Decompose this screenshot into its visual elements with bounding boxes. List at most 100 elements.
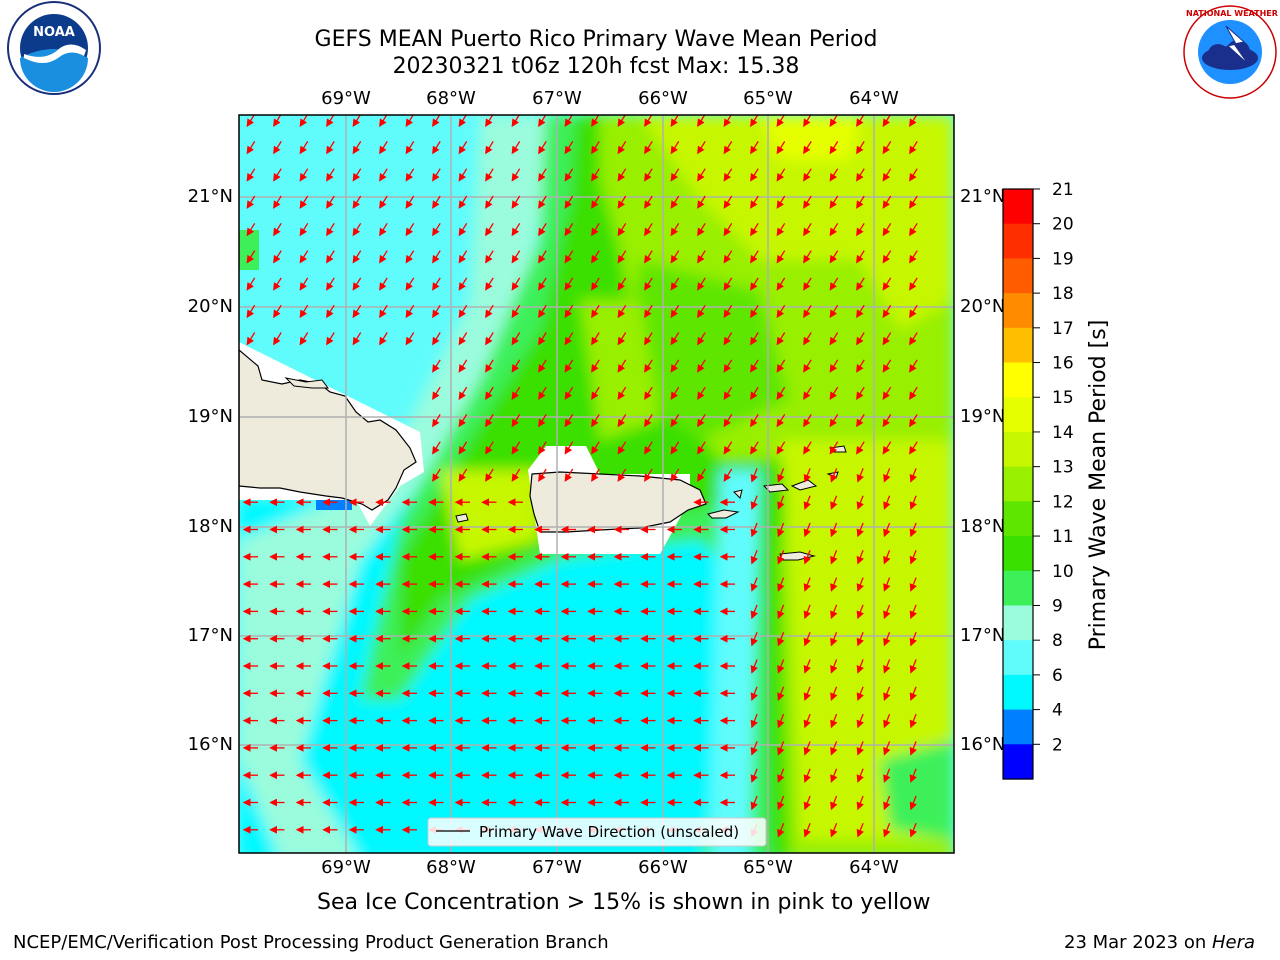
colorbar-tick-label: 2 [1052, 735, 1063, 755]
wave-direction-arrow [405, 115, 414, 128]
wave-direction-arrow [723, 195, 733, 209]
wave-direction-arrow [379, 250, 388, 264]
wave-direction-arrow [723, 414, 733, 428]
wave-direction-arrow [432, 195, 441, 209]
wave-direction-arrow [538, 195, 547, 209]
wave-direction-arrow [379, 141, 388, 155]
wave-direction-arrow [538, 386, 547, 401]
wave-direction-arrow [829, 332, 839, 346]
map-field [239, 115, 954, 853]
wave-direction-arrow [591, 115, 600, 128]
wave-direction-arrow [564, 115, 573, 128]
wave-direction-arrow [909, 823, 917, 838]
wave-direction-arrow [856, 768, 864, 783]
wave-direction-arrow [697, 304, 706, 319]
wave-direction-arrow [432, 115, 441, 128]
wave-direction-arrow [830, 604, 838, 620]
wave-direction-arrow [830, 741, 838, 756]
wave-direction-arrow [882, 386, 892, 401]
wave-direction-arrow [750, 115, 759, 128]
wave-direction-arrow [405, 195, 415, 209]
lon-label-top: 67°W [532, 88, 582, 109]
wave-direction-arrow [458, 222, 468, 237]
wave-direction-arrow [352, 304, 362, 319]
lat-label-right: 19°N [960, 406, 1006, 427]
lat-label-right: 17°N [960, 625, 1006, 646]
wave-direction-arrow [909, 468, 917, 483]
wave-direction-arrow [670, 468, 680, 482]
wave-direction-arrow [591, 468, 600, 482]
wave-direction-arrow [777, 604, 785, 620]
wave-direction-arrow [883, 741, 891, 756]
lon-label-top: 65°W [743, 88, 793, 109]
wave-direction-arrow [352, 250, 362, 264]
wave-direction-arrow [882, 141, 892, 155]
wave-direction-arrow [803, 304, 812, 319]
colorbar-tick-label: 17 [1052, 319, 1074, 339]
wave-direction-arrow [750, 495, 758, 510]
wave-direction-arrow [432, 332, 441, 346]
wave-direction-arrow [723, 386, 733, 401]
wave-direction-arrow [909, 222, 918, 237]
wave-direction-arrow [564, 195, 574, 209]
wave-direction-arrow [776, 250, 786, 264]
wave-direction-arrow [776, 277, 786, 291]
colorbar-cell [1003, 362, 1033, 398]
wave-direction-arrow [246, 250, 256, 264]
wave-direction-arrow [432, 468, 441, 482]
wave-direction-arrow [458, 386, 468, 401]
wave-direction-arrow [883, 495, 891, 510]
wave-direction-arrow [617, 168, 627, 182]
wave-direction-arrow [776, 195, 786, 209]
wave-direction-arrow [882, 332, 892, 346]
wave-direction-arrow [777, 468, 785, 483]
lon-label-bottom: 66°W [638, 857, 688, 878]
wave-direction-arrow [883, 659, 891, 674]
wave-direction-arrow [909, 795, 917, 811]
wave-direction-arrow [803, 250, 812, 264]
wave-direction-arrow [883, 768, 891, 783]
colorbar-tick-label: 4 [1052, 701, 1063, 721]
wave-direction-arrow [723, 250, 733, 264]
wave-direction-arrow [326, 304, 335, 319]
wave-direction-arrow [670, 222, 680, 237]
wave-direction-arrow [617, 359, 627, 373]
wave-direction-arrow [299, 250, 309, 264]
wave-direction-arrow [829, 168, 839, 182]
wave-direction-arrow [803, 441, 812, 455]
wave-direction-arrow [883, 468, 891, 483]
wave-direction-arrow [485, 414, 494, 428]
wave-direction-arrow [617, 386, 627, 401]
wave-direction-arrow [644, 141, 653, 155]
wave-direction-arrow [697, 141, 706, 155]
wave-direction-arrow [670, 441, 680, 455]
wave-direction-arrow [776, 414, 786, 428]
wave-direction-arrow [723, 304, 733, 319]
wave-direction-arrow [644, 468, 653, 482]
noaa-logo-text: NOAA [33, 25, 75, 40]
wave-direction-arrow [299, 168, 309, 182]
wave-direction-arrow [750, 277, 759, 291]
legend-label: Primary Wave Direction (unscaled) [479, 823, 739, 841]
wave-direction-arrow [538, 250, 547, 264]
wave-direction-arrow [776, 168, 786, 182]
wave-direction-arrow [750, 713, 758, 729]
wave-period-map: Primary Wave Direction (unscaled) [238, 114, 955, 854]
wave-direction-arrow [485, 222, 494, 237]
wave-direction-arrow [432, 168, 441, 182]
wave-direction-arrow [909, 741, 917, 756]
wave-direction-arrow [644, 168, 653, 182]
wave-direction-arrow [750, 222, 759, 237]
wave-direction-arrow [883, 823, 891, 838]
lat-label-right: 16°N [960, 734, 1006, 755]
wave-direction-arrow [803, 277, 812, 291]
wave-direction-arrow [909, 713, 917, 729]
wave-direction-arrow [830, 495, 838, 510]
wave-direction-arrow [750, 468, 758, 483]
wave-direction-arrow [830, 550, 838, 565]
chart-subtitle: 20230321 t06z 120h fcst Max: 15.38 [392, 54, 800, 79]
wave-direction-arrow [564, 441, 574, 455]
nws-logo: NATIONAL WEATHER SERVICE [1183, 5, 1280, 99]
wave-direction-arrow [299, 141, 309, 155]
wave-direction-arrow [883, 550, 891, 565]
